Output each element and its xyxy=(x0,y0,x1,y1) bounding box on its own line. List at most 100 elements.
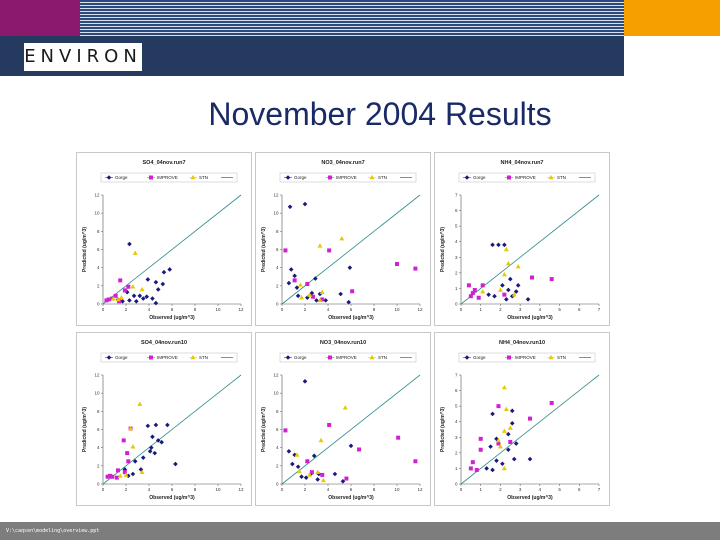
data-point-improve xyxy=(496,404,501,409)
y-tick-label: 1 xyxy=(455,466,458,471)
data-point-gorge xyxy=(134,298,139,304)
chart-svg: SO4_04nov.run7 Gorge IMPROVE STN 0 2 4 6 8 10 12 0 2… xyxy=(82,160,244,321)
series-stn xyxy=(117,401,145,478)
legend-marker-stn xyxy=(190,354,196,360)
legend-label-gorge: Gorge xyxy=(115,355,128,360)
y-tick-label: 10 xyxy=(94,211,100,216)
scatter-chart-4: SO4_04nov.run10 Gorge IMPROVE STN 0 2 4 6 8 10 12 0… xyxy=(76,332,252,506)
x-tick-label: 6 xyxy=(350,307,353,312)
data-point-gorge xyxy=(500,283,505,288)
data-point-gorge xyxy=(486,292,491,297)
chart-title: SO4_04nov.run7 xyxy=(143,160,186,166)
x-tick-label: 6 xyxy=(171,307,174,312)
chart-title: NH4_04nov.run10 xyxy=(499,340,545,346)
data-point-improve xyxy=(470,291,475,296)
data-point-gorge xyxy=(513,289,519,294)
data-point-gorge xyxy=(303,475,309,480)
data-point-improve xyxy=(357,447,362,452)
data-point-gorge xyxy=(302,201,308,207)
legend-label-improve: IMPROVE xyxy=(515,355,536,360)
data-point-gorge xyxy=(500,461,505,467)
y-axis-label: Predicted (ug/m^3) xyxy=(261,407,267,452)
data-point-improve xyxy=(508,439,513,444)
chart-svg: NO3_04nov.run7 Gorge IMPROVE STN 0 2 4 6 8 10 12 0 2… xyxy=(261,160,423,321)
data-point-stn xyxy=(137,401,143,406)
x-tick-label: 1 xyxy=(479,487,482,492)
legend-marker-stn xyxy=(548,354,554,360)
scatter-chart-5: NO3_04nov.run10 Gorge IMPROVE STN 0 2 4 6 8 10 12 0… xyxy=(255,332,431,506)
data-point-gorge xyxy=(140,455,146,460)
y-tick-label: 0 xyxy=(97,482,100,487)
data-point-improve xyxy=(468,466,473,471)
legend-marker-stn xyxy=(190,174,196,180)
data-point-stn xyxy=(307,472,313,477)
data-point-stn xyxy=(130,444,136,449)
data-point-stn xyxy=(299,295,305,300)
x-tick-label: 0 xyxy=(102,487,105,492)
data-point-improve xyxy=(107,473,112,478)
data-point-stn xyxy=(320,477,326,483)
y-tick-label: 6 xyxy=(97,247,100,252)
data-point-stn xyxy=(139,286,145,292)
x-tick-label: 6 xyxy=(350,487,353,492)
chart-legend: Gorge IMPROVE STN xyxy=(100,172,238,183)
data-point-gorge xyxy=(153,279,159,285)
x-tick-label: 0 xyxy=(102,307,105,312)
data-point-gorge xyxy=(506,287,511,293)
data-point-gorge xyxy=(165,422,170,428)
x-tick-label: 8 xyxy=(373,487,376,492)
x-tick-label: 3 xyxy=(519,307,522,312)
data-point-gorge xyxy=(494,458,499,463)
chart-axes: 0 2 4 6 8 10 12 0 2 4 6 8 10 12 xyxy=(94,373,244,493)
chart-axes: 0 2 4 6 8 10 12 0 2 4 6 8 10 12 xyxy=(273,193,423,313)
series-gorge xyxy=(486,242,531,302)
y-tick-label: 2 xyxy=(455,450,458,455)
data-point-stn xyxy=(139,469,145,474)
x-axis-label: Observed (ug/m^3) xyxy=(507,315,553,321)
y-tick-label: 8 xyxy=(97,229,100,234)
data-point-improve xyxy=(466,283,471,288)
data-point-stn xyxy=(501,428,507,433)
scatter-chart-1: SO4_04nov.run7 Gorge IMPROVE STN 0 2 4 6 8 10 12 0 2… xyxy=(76,152,252,326)
data-point-stn xyxy=(128,425,134,431)
data-point-improve xyxy=(113,293,118,298)
data-point-gorge xyxy=(348,443,354,449)
data-point-improve xyxy=(104,298,109,303)
legend-label-gorge: Gorge xyxy=(115,175,128,180)
y-tick-label: 6 xyxy=(455,208,458,213)
legend-label-improve: IMPROVE xyxy=(336,355,357,360)
data-point-gorge xyxy=(137,293,143,299)
data-point-improve xyxy=(395,262,399,267)
y-tick-label: 10 xyxy=(94,391,100,396)
chart-title: NO3_04nov.run10 xyxy=(320,340,366,346)
data-point-gorge xyxy=(507,276,513,282)
data-point-stn xyxy=(296,468,302,474)
x-tick-label: 6 xyxy=(578,307,581,312)
data-point-stn xyxy=(110,295,116,301)
data-point-stn xyxy=(115,296,121,302)
data-point-gorge xyxy=(286,280,292,286)
one-to-one-line xyxy=(460,374,600,485)
data-point-gorge xyxy=(127,241,132,247)
data-point-stn xyxy=(307,292,313,297)
data-point-stn xyxy=(503,246,509,252)
data-point-improve xyxy=(114,475,119,480)
y-tick-label: 0 xyxy=(455,302,458,307)
data-point-improve xyxy=(549,401,554,406)
y-tick-label: 8 xyxy=(276,409,279,414)
series-improve xyxy=(283,248,418,302)
series-improve xyxy=(283,422,418,481)
legend-label-stn: STN xyxy=(378,175,387,180)
y-tick-label: 7 xyxy=(455,373,458,378)
footer-bar: V:\caqsen\modeling\overview.ppt xyxy=(0,522,720,540)
data-point-improve xyxy=(117,299,122,304)
series-gorge xyxy=(122,422,178,479)
data-point-improve xyxy=(413,266,418,271)
one-to-one-line xyxy=(281,194,421,305)
data-point-gorge xyxy=(145,277,151,282)
y-tick-label: 12 xyxy=(273,373,279,378)
data-point-stn xyxy=(317,297,323,303)
data-point-gorge xyxy=(332,471,338,477)
data-point-stn xyxy=(319,289,325,294)
